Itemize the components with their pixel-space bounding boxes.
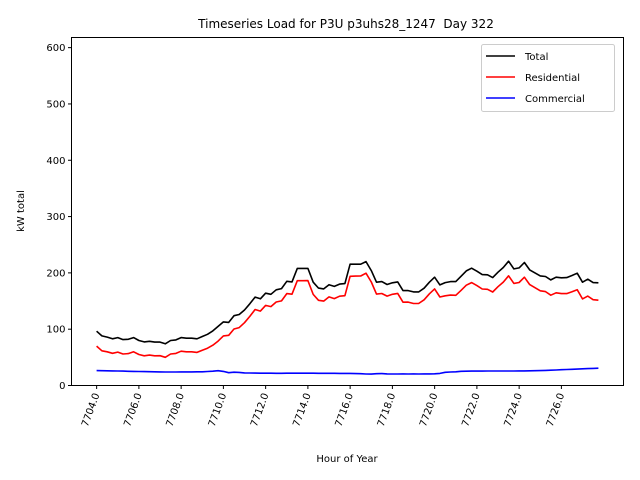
y-tick-label: 600: [46, 43, 65, 54]
series-lines: [96, 260, 599, 375]
series-line-total: [96, 260, 599, 345]
y-tick-label: 300: [46, 212, 65, 223]
series-line-commercial: [96, 367, 599, 375]
y-tick-label: 400: [46, 156, 65, 167]
y-tick-label: 500: [46, 99, 65, 110]
chart-title: Timeseries Load for P3U p3uhs28_1247 Day…: [197, 17, 494, 31]
y-axis-label: kW total: [16, 190, 27, 232]
y-tick-label: 0: [59, 381, 65, 392]
legend-box: [481, 44, 615, 112]
y-tick-label: 200: [46, 268, 65, 279]
legend-label-total: Total: [524, 52, 548, 63]
legend-label-residential: Residential: [525, 73, 580, 84]
legend: Total Residential Commercial: [481, 44, 615, 112]
plot-frame: [71, 37, 624, 386]
y-tick-label: 100: [46, 325, 65, 336]
x-axis-label: Hour of Year: [316, 454, 378, 465]
series-line-residential: [96, 272, 599, 359]
legend-label-commercial: Commercial: [525, 94, 585, 105]
y-axis-ticks: 0 100 200 300 400 500 600: [46, 43, 72, 392]
